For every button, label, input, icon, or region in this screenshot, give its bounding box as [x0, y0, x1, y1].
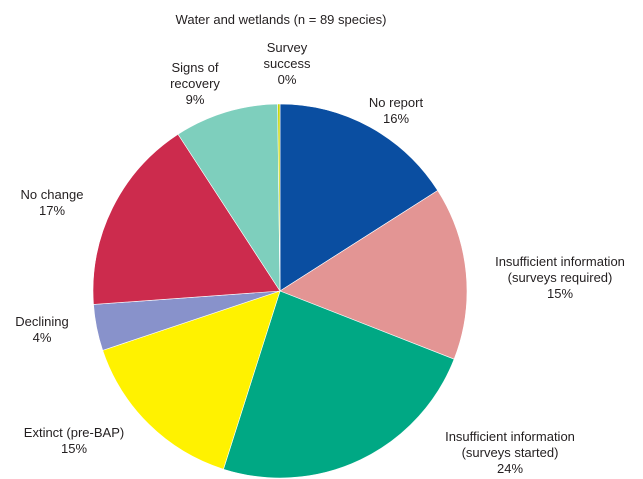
slice-label-line: 15% — [61, 441, 87, 456]
slice-label-0: No report 16% — [369, 95, 424, 126]
slice-label-line: Insufficient information — [445, 429, 575, 444]
chart-title: Water and wetlands (n = 89 species) — [176, 12, 387, 27]
slice-label-line: 24% — [497, 461, 523, 476]
pie-slice-6 — [177, 103, 281, 293]
pie-slice-7 — [277, 103, 281, 292]
slice-labels: No report 16%Insufficient information (sur… — [15, 40, 625, 476]
slice-label-line: Survey — [267, 40, 308, 55]
pie-slice-2 — [223, 290, 455, 479]
slice-label-line: No change — [21, 187, 84, 202]
slice-label-line: 9% — [186, 92, 205, 107]
slice-label-line: 4% — [33, 330, 52, 345]
slice-label-line: 17% — [39, 203, 65, 218]
slice-label-line: recovery — [170, 76, 220, 91]
slice-label-line: (surveys started) — [462, 445, 559, 460]
slice-label-line: Signs of — [172, 60, 219, 75]
slice-label-2: Insufficient information (surveys started… — [445, 429, 575, 476]
slice-label-line: Declining — [15, 314, 68, 329]
slice-label-line: Insufficient information — [495, 254, 625, 269]
slice-label-line: Extinct (pre-BAP) — [24, 425, 124, 440]
slice-label-line: 0% — [278, 72, 297, 87]
slice-label-line: 15% — [547, 286, 573, 301]
slice-label-line: (surveys required) — [508, 270, 613, 285]
slice-label-line: 16% — [383, 111, 409, 126]
pie-slices — [92, 103, 468, 479]
pie-slice-1 — [279, 190, 468, 360]
slice-label-1: Insufficient information (surveys require… — [495, 254, 625, 301]
pie-slice-0 — [279, 103, 439, 292]
slice-label-4: Declining 4% — [15, 314, 68, 345]
slice-label-6: Signs of recovery 9% — [170, 60, 220, 107]
slice-label-5: No change 17% — [21, 187, 84, 218]
slice-label-7: Survey success 0% — [264, 40, 311, 87]
slice-label-line: success — [264, 56, 311, 71]
slice-label-3: Extinct (pre-BAP) 15% — [24, 425, 124, 456]
pie-slice-5 — [92, 133, 281, 305]
slice-label-line: No report — [369, 95, 424, 110]
